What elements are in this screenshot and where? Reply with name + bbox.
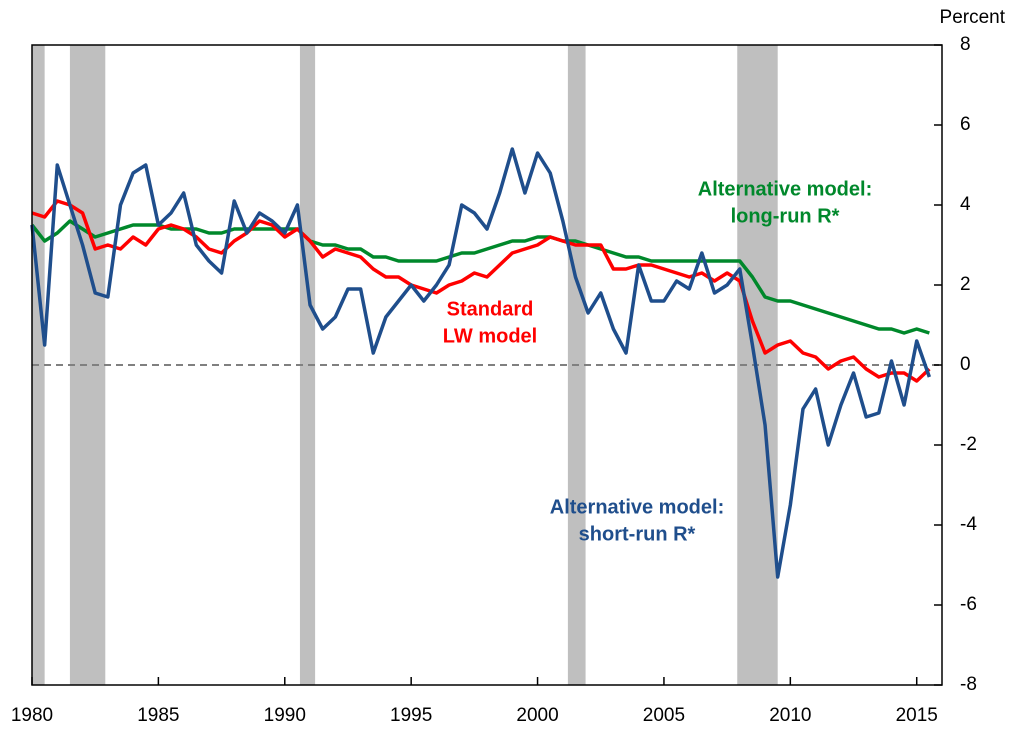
x-tick-label: 1980 [11,705,53,726]
y-tick-label: 6 [960,114,971,135]
series-line [31,199,931,383]
x-tick-label: 2000 [516,705,558,726]
x-tick-label: 1990 [264,705,306,726]
annotation: Alternative model: [550,496,724,518]
y-tick-label: 8 [960,34,971,55]
y-tick-label: -8 [960,674,977,695]
y-tick-label: -6 [960,594,977,615]
annotation: Alternative model: [698,178,872,200]
annotation: LW model [443,325,537,347]
series-line [30,147,932,579]
x-tick-label: 2010 [769,705,811,726]
x-tick-label: 2015 [896,705,938,726]
annotation: Standard [447,298,534,320]
recession-band [69,45,106,685]
recession-band [299,45,316,685]
y-tick-label: 0 [960,354,971,375]
y-tick-label: 4 [960,194,971,215]
annotation: long-run R* [731,205,840,227]
plot-frame [31,44,943,686]
y-tick-label: 2 [960,274,971,295]
x-tick-label: 1995 [390,705,432,726]
y-tick-label: -4 [960,514,977,535]
x-tick-label: 1985 [137,705,179,726]
y-axis-label: Percent [940,7,1006,28]
annotation: short-run R* [579,523,696,545]
x-tick-label: 2005 [643,705,685,726]
y-tick-label: -2 [960,434,977,455]
